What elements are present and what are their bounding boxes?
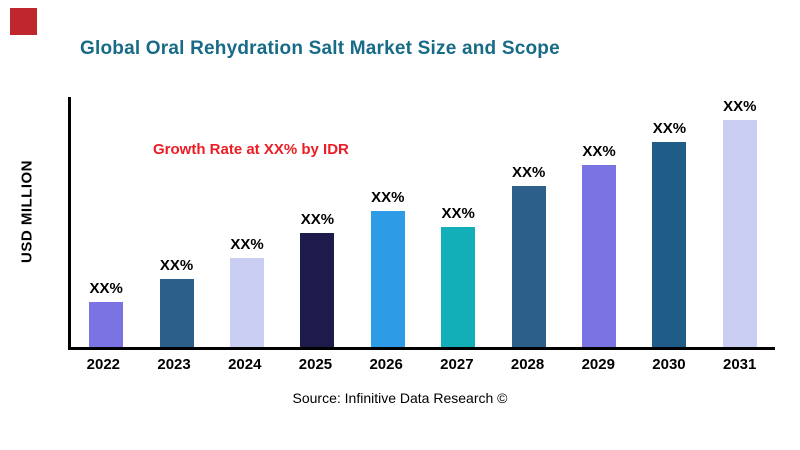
x-tick-2026: 2026	[369, 356, 403, 373]
bar-2027	[441, 226, 476, 347]
x-tick-2024: 2024	[228, 356, 262, 373]
bars-row: XX% XX% XX% XX% XX% XX% XX% XX% XX% XX%	[71, 97, 775, 347]
bar-2029	[582, 165, 617, 347]
bar-2025	[300, 233, 335, 347]
bar-value-label: XX%	[371, 188, 405, 206]
bar-column-2022: XX%	[71, 97, 141, 347]
bar-chart-plot-area: Growth Rate at XX% by IDR XX% XX% XX% XX% XX…	[68, 97, 775, 350]
x-tick-2025: 2025	[298, 356, 333, 373]
bar-2030	[652, 142, 687, 347]
bar-column-2026: XX%	[353, 97, 423, 347]
x-tick-2031: 2031	[722, 356, 757, 373]
bar-2022	[89, 301, 124, 347]
bar-value-label: XX%	[511, 163, 546, 181]
page-title: Global Oral Rehydration Salt Market Size…	[80, 38, 560, 59]
growth-rate-annotation: Growth Rate at XX% by IDR	[153, 141, 349, 158]
bar-2031	[722, 119, 757, 347]
source-text: Source: Infinitive Data Research ©	[292, 390, 508, 406]
bar-2026	[370, 210, 405, 347]
x-tick-2027: 2027	[440, 356, 474, 373]
bar-value-label: XX%	[159, 256, 194, 274]
bar-column-2030: XX%	[634, 97, 704, 347]
x-tick-2028: 2028	[510, 356, 545, 373]
bar-column-2024: XX%	[212, 97, 282, 347]
x-tick-2022: 2022	[86, 356, 121, 373]
bar-column-2031: XX%	[705, 97, 775, 347]
brand-accent-square	[10, 8, 37, 35]
bar-column-2028: XX%	[493, 97, 563, 347]
bar-column-2027: XX%	[423, 97, 493, 347]
x-tick-2029: 2029	[581, 356, 615, 373]
bar-value-label: XX%	[723, 97, 757, 115]
bar-value-label: XX%	[300, 211, 335, 229]
bar-column-2029: XX%	[564, 97, 634, 347]
x-tick-2030: 2030	[652, 356, 686, 373]
y-axis-label: USD MILLION	[18, 160, 36, 264]
bar-value-label: XX%	[441, 204, 475, 222]
bar-2028	[511, 185, 546, 347]
bar-value-label: XX%	[652, 120, 687, 138]
bar-value-label: XX%	[230, 236, 264, 254]
x-axis-ticks: 2022 2023 2024 2025 2026 2027 2028 2029 2030 2031	[68, 356, 775, 373]
bar-column-2023: XX%	[141, 97, 211, 347]
bar-2023	[159, 278, 194, 347]
x-tick-2023: 2023	[157, 356, 191, 373]
bar-column-2025: XX%	[282, 97, 352, 347]
bar-value-label: XX%	[582, 143, 616, 161]
bar-value-label: XX%	[89, 279, 123, 297]
bar-2024	[230, 258, 265, 347]
